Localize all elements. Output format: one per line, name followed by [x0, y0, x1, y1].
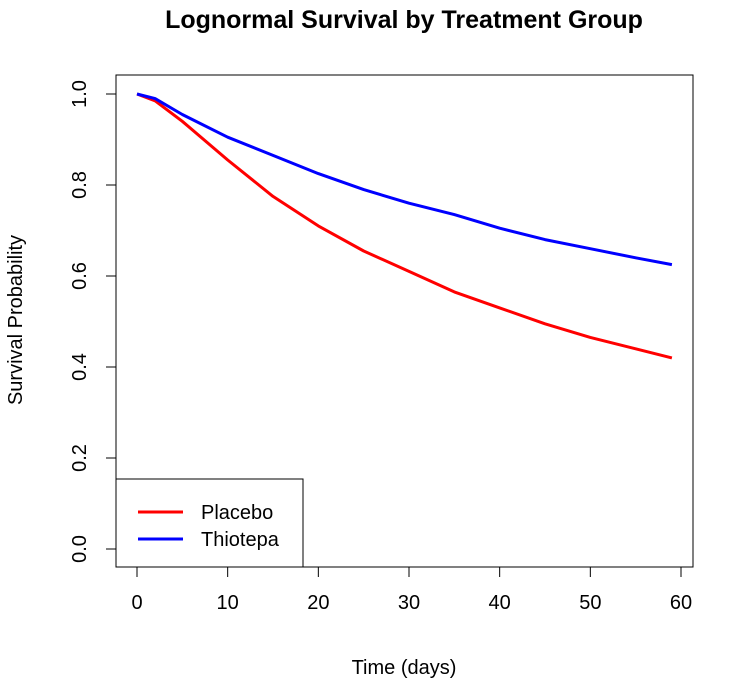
x-tick-label-20: 20	[307, 592, 329, 614]
y-tick-label-0.4: 0.4	[69, 353, 91, 381]
x-tick-label-50: 50	[579, 592, 601, 614]
series-line-placebo	[136, 92, 673, 360]
x-axis: 0 10 20 30 40 50 60	[131, 567, 692, 614]
x-tick-label-40: 40	[489, 592, 511, 614]
y-tick-label-0.8: 0.8	[69, 171, 91, 199]
y-axis-label: Survival Probability	[5, 235, 27, 405]
legend: Placebo Thiotepa	[115, 478, 304, 568]
chart-title: Lognormal Survival by Treatment Group	[165, 6, 643, 34]
y-tick-label-1.0: 1.0	[69, 80, 91, 108]
legend-label-thiotepa: Thiotepa	[201, 529, 280, 551]
y-tick-label-0.0: 0.0	[69, 535, 91, 563]
legend-label-placebo: Placebo	[201, 502, 273, 524]
x-tick-label-60: 60	[670, 592, 692, 614]
y-tick-label-0.2: 0.2	[69, 444, 91, 472]
x-tick-label-30: 30	[398, 592, 420, 614]
series-line-thiotepa	[136, 92, 673, 267]
x-tick-label-10: 10	[217, 592, 239, 614]
plot-frame	[115, 74, 694, 568]
x-tick-label-0: 0	[131, 592, 142, 614]
x-axis-label: Time (days)	[352, 657, 457, 679]
y-axis: 0.0 0.2 0.4 0.6 0.8 1.0	[69, 80, 116, 563]
y-tick-label-0.6: 0.6	[69, 262, 91, 290]
series-layer	[136, 92, 673, 360]
legend-box	[115, 478, 304, 568]
